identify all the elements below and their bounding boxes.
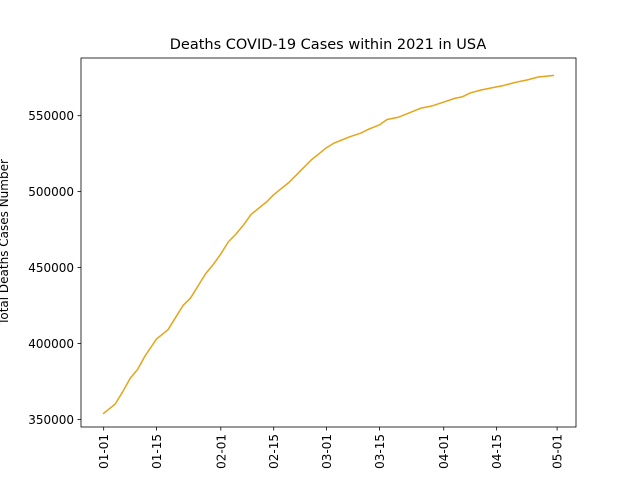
y-tick-label: 500000 bbox=[28, 185, 74, 199]
y-tick-label: 450000 bbox=[28, 261, 74, 275]
y-tick-label: 400000 bbox=[28, 337, 74, 351]
series-line-0 bbox=[102, 74, 555, 415]
x-tick-label: 05-01 bbox=[551, 434, 565, 469]
axes-frame bbox=[80, 57, 577, 428]
x-tick-label: 01-15 bbox=[150, 434, 164, 469]
x-tick-label: 02-01 bbox=[214, 434, 228, 469]
plot-area bbox=[80, 57, 577, 428]
y-tick-label: 550000 bbox=[28, 109, 74, 123]
x-tick-label: 04-15 bbox=[490, 434, 504, 469]
x-tick-label: 03-01 bbox=[320, 434, 334, 469]
x-tick-label: 02-15 bbox=[267, 434, 281, 469]
x-tick-label: 01-01 bbox=[97, 434, 111, 469]
x-axis: 01-01 01-15 02-01 02-15 03-01 03-15 04-01 04-15… bbox=[97, 427, 565, 469]
y-axis: 350000 400000 450000 500000 550000 bbox=[28, 109, 81, 427]
y-axis-label: Total Deaths Cases Number bbox=[0, 159, 11, 326]
y-tick-label: 350000 bbox=[28, 413, 74, 427]
x-tick-label: 03-15 bbox=[373, 434, 387, 469]
chart-title: Deaths COVID-19 Cases within 2021 in USA bbox=[170, 37, 487, 53]
x-tick-label: 04-01 bbox=[437, 434, 451, 469]
